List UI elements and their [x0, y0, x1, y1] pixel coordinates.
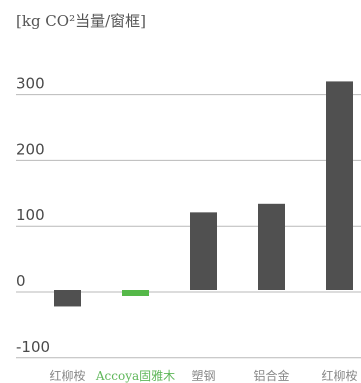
bar [54, 290, 81, 307]
y-tick-label: 100 [16, 206, 45, 224]
bar [122, 290, 149, 296]
bar [326, 81, 353, 290]
bar [258, 203, 285, 290]
category-label: 红柳桉 [49, 368, 85, 383]
bars [54, 81, 353, 307]
unit-label: [kg CO²当量/窗框] [16, 12, 146, 30]
category-label: 红柳桉 [321, 368, 357, 383]
category-label: 铝合金 [253, 368, 289, 383]
y-tick-label: 0 [16, 272, 26, 290]
y-tick-label: 300 [16, 75, 45, 93]
category-label: Accoya固雅木 [95, 368, 175, 383]
y-tick-label: -100 [16, 338, 50, 356]
y-axis-ticks: 300 200 100 0 -100 [16, 75, 50, 356]
y-tick-label: 200 [16, 140, 45, 158]
x-axis-categories: 红柳桉 Accoya固雅木 塑钢 铝合金 红柳桉 [49, 368, 357, 383]
category-label: 塑钢 [191, 368, 215, 383]
bar [190, 212, 217, 290]
gridlines [16, 94, 361, 359]
